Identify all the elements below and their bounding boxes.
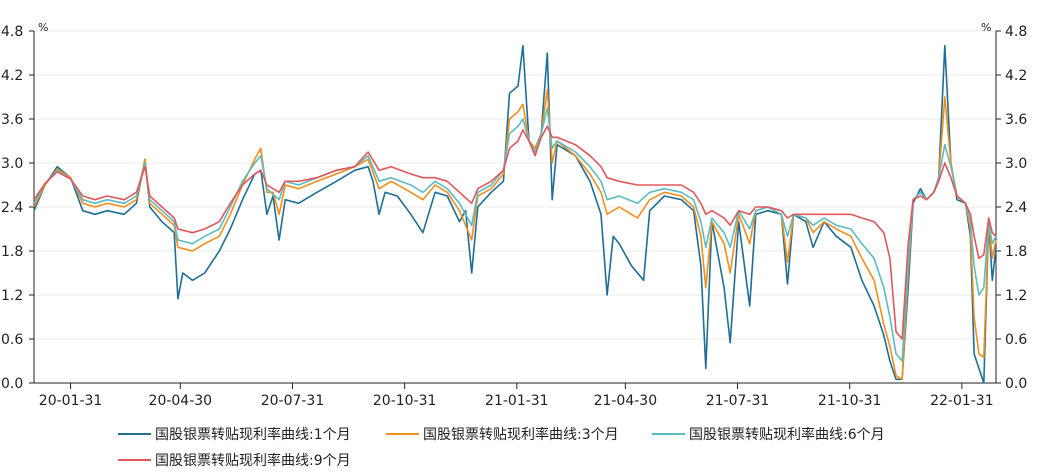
left-y-tick-label: 0.6 — [1, 332, 23, 348]
x-tick-label: 20-01-31 — [39, 393, 103, 409]
right-y-tick-label: 0.6 — [1005, 332, 1027, 348]
left-y-tick-label: 3.6 — [1, 112, 23, 128]
x-tick-label: 20-07-31 — [261, 393, 325, 409]
legend-label: 国股银票转贴现利率曲线:3个月 — [423, 426, 619, 443]
x-tick-label: 21-07-31 — [706, 393, 770, 409]
left-y-tick-label: 0.0 — [1, 376, 23, 392]
y-tick-labels: 0.0 0.0 0.6 0.6 1.2 1.2 1.8 1.8 2.4 2.4 3.0 3.0 3.6 3… — [1, 24, 1027, 392]
legend-label: 国股银票转贴现利率曲线:6个月 — [689, 426, 885, 443]
right-y-tick-label: 2.4 — [1005, 200, 1027, 216]
series-lines — [33, 44, 997, 384]
right-y-tick-label: 4.8 — [1005, 24, 1027, 40]
legend: 国股银票转贴现利率曲线:1个月 国股银票转贴现利率曲线:3个月 国股银票转贴现利率曲… — [118, 426, 885, 469]
left-y-tick-label: 1.8 — [1, 244, 23, 260]
right-y-tick-label: 1.2 — [1005, 288, 1027, 304]
series-line-1 — [33, 44, 997, 384]
left-y-tick-label: 3.0 — [1, 156, 23, 172]
x-tick-labels: 20-01-31 20-04-30 20-07-31 20-10-31 21-01-31… — [39, 383, 994, 409]
right-y-tick-label: 3.6 — [1005, 112, 1027, 128]
legend-label: 国股银票转贴现利率曲线:9个月 — [155, 452, 351, 469]
left-y-tick-label: 4.2 — [1, 68, 23, 84]
left-y-tick-label: 1.2 — [1, 288, 23, 304]
left-y-tick-label: 2.4 — [1, 200, 23, 216]
right-unit-label: % — [981, 21, 991, 34]
series-line-3 — [33, 107, 997, 362]
left-y-tick-label: 4.8 — [1, 24, 23, 40]
x-tick-label: 21-01-31 — [485, 393, 549, 409]
x-tick-label: 21-04-30 — [594, 393, 658, 409]
right-y-tick-label: 4.2 — [1005, 68, 1027, 84]
left-unit-label: % — [38, 21, 48, 34]
right-y-tick-label: 3.0 — [1005, 156, 1027, 172]
x-tick-label: 21-10-31 — [818, 393, 882, 409]
series-line-4 — [33, 125, 997, 340]
right-y-tick-label: 1.8 — [1005, 244, 1027, 260]
x-tick-label: 20-04-30 — [149, 393, 213, 409]
x-tick-label: 20-10-31 — [373, 393, 437, 409]
axes: % % — [33, 21, 997, 384]
x-tick-label: 22-01-31 — [930, 393, 994, 409]
right-y-tick-label: 0.0 — [1005, 376, 1027, 392]
series-line-2 — [33, 88, 997, 381]
gridlines — [34, 30, 996, 384]
legend-label: 国股银票转贴现利率曲线:1个月 — [155, 426, 351, 443]
